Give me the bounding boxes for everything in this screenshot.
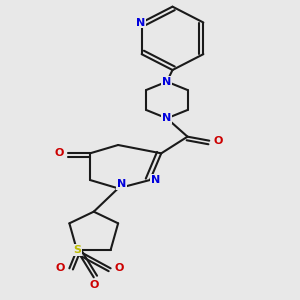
Text: S: S xyxy=(73,245,81,255)
Text: O: O xyxy=(56,263,65,273)
Text: O: O xyxy=(89,280,98,290)
Text: O: O xyxy=(213,136,223,146)
Text: N: N xyxy=(136,17,145,28)
Text: N: N xyxy=(117,179,127,189)
Text: N: N xyxy=(151,175,160,185)
Text: O: O xyxy=(55,148,64,158)
Text: O: O xyxy=(115,263,124,273)
Text: N: N xyxy=(162,77,172,87)
Text: N: N xyxy=(162,113,172,123)
